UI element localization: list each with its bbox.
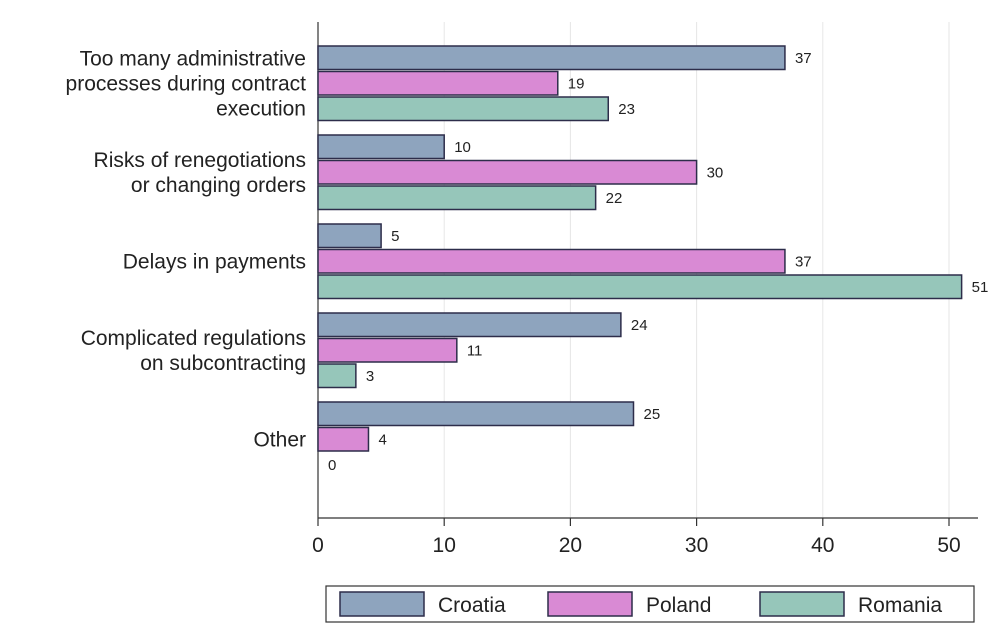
category-label-3-line-1: on subcontracting bbox=[140, 352, 306, 375]
legend-swatch-croatia bbox=[339, 591, 425, 617]
category-label-2-line-0: Delays in payments bbox=[123, 250, 306, 273]
value-label-romania-0: 23 bbox=[618, 101, 635, 118]
category-label-3-line-0: Complicated regulations bbox=[81, 327, 306, 350]
value-label-poland-1: 30 bbox=[707, 164, 724, 181]
bar-romania-2 bbox=[317, 274, 963, 300]
value-label-romania-4: 0 bbox=[328, 457, 336, 474]
bar-croatia-3 bbox=[317, 312, 622, 338]
x-tick-label-40: 40 bbox=[811, 534, 834, 557]
bar-croatia-4 bbox=[317, 401, 635, 427]
category-label-1-line-0: Risks of renegotiations bbox=[94, 149, 306, 172]
legend-frame bbox=[325, 585, 975, 623]
legend-label-romania: Romania bbox=[858, 594, 942, 617]
value-label-romania-1: 22 bbox=[606, 190, 623, 207]
value-label-romania-2: 51 bbox=[972, 279, 989, 296]
value-label-romania-3: 3 bbox=[366, 368, 374, 385]
legend-label-croatia: Croatia bbox=[438, 594, 506, 617]
bar-croatia-0 bbox=[317, 45, 786, 71]
bar-poland-0 bbox=[317, 70, 559, 96]
value-label-croatia-0: 37 bbox=[795, 50, 812, 67]
value-label-croatia-2: 5 bbox=[391, 228, 399, 245]
bar-romania-0 bbox=[317, 96, 610, 122]
category-label-0-line-2: execution bbox=[216, 97, 306, 120]
value-label-croatia-1: 10 bbox=[454, 139, 471, 156]
x-tick-label-0: 0 bbox=[312, 534, 324, 557]
x-tick-label-10: 10 bbox=[433, 534, 456, 557]
legend-swatch-romania bbox=[759, 591, 845, 617]
value-label-poland-0: 19 bbox=[568, 75, 585, 92]
bar-poland-3 bbox=[317, 337, 458, 363]
legend: Croatia Poland Romania bbox=[325, 585, 975, 623]
value-label-poland-2: 37 bbox=[795, 253, 812, 270]
value-label-poland-4: 4 bbox=[378, 431, 386, 448]
x-tick-label-30: 30 bbox=[685, 534, 708, 557]
value-label-poland-3: 11 bbox=[467, 342, 483, 359]
bar-croatia-1 bbox=[317, 134, 445, 160]
bar-croatia-2 bbox=[317, 223, 382, 249]
category-label-1-line-1: or changing orders bbox=[131, 174, 306, 197]
category-label-4-line-0: Other bbox=[253, 428, 306, 451]
category-label-0-line-1: processes during contract bbox=[66, 72, 307, 95]
legend-swatch-poland bbox=[547, 591, 633, 617]
x-tick-label-20: 20 bbox=[559, 534, 582, 557]
legend-label-poland: Poland bbox=[646, 594, 711, 617]
bar-romania-1 bbox=[317, 185, 597, 211]
category-label-0-line-0: Too many administrative bbox=[80, 47, 306, 70]
bar-poland-4 bbox=[317, 426, 370, 452]
x-tick-label-50: 50 bbox=[937, 534, 960, 557]
value-label-croatia-4: 25 bbox=[644, 406, 661, 423]
bar-poland-1 bbox=[317, 159, 698, 185]
bar-romania-3 bbox=[317, 363, 357, 389]
value-label-croatia-3: 24 bbox=[631, 317, 648, 334]
bar-poland-2 bbox=[317, 248, 786, 274]
